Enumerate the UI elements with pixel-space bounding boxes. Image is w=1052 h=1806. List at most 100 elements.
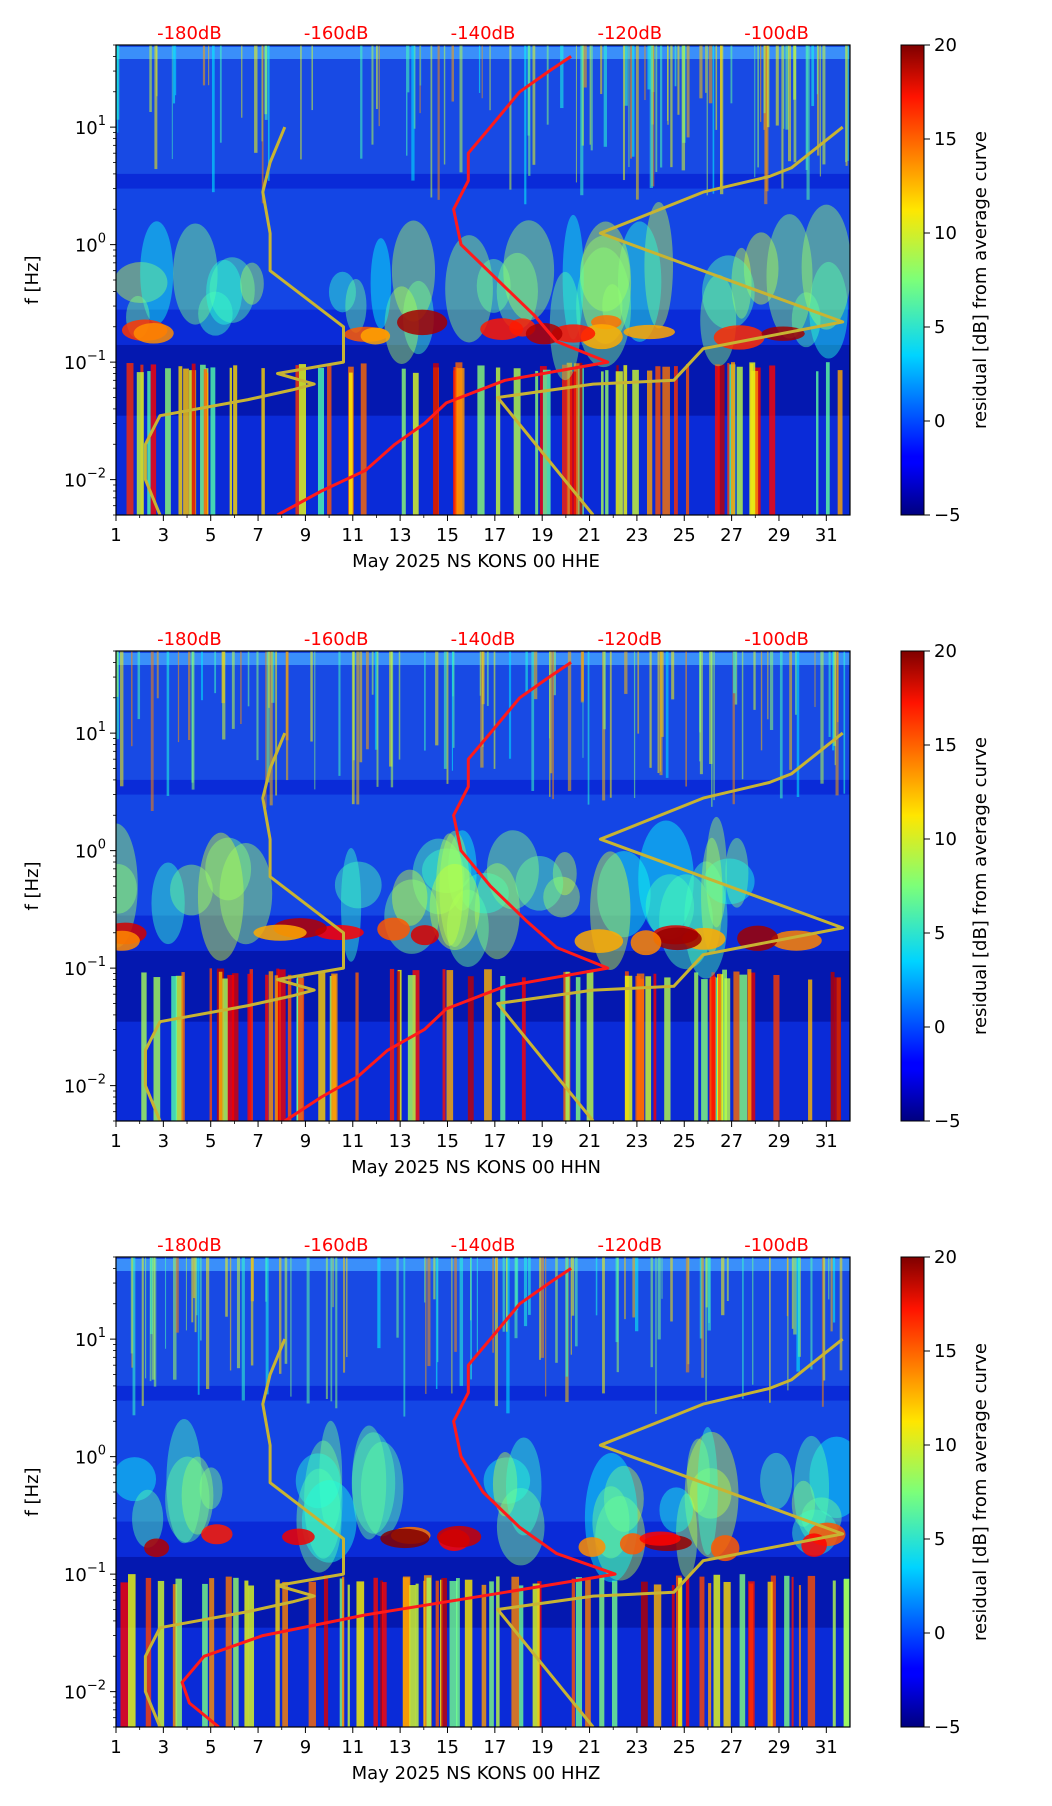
x-tick-label: 1 [110,1131,121,1152]
x-tick-label: 9 [300,1737,311,1758]
x-tick-label: 7 [252,525,263,546]
x-tick-label: 15 [436,525,459,546]
top-db-label: -100dB [744,1235,809,1256]
x-tick-label: 27 [720,525,743,546]
x-tick-label: 25 [673,525,696,546]
x-tick-label: 19 [531,1131,554,1152]
colorbar [900,1256,925,1728]
colorbar [900,44,925,516]
top-db-label: -180dB [157,1235,222,1256]
x-tick-label: 3 [158,1737,169,1758]
colorbar-tick-label: 15 [934,1341,957,1362]
x-tick-label: 29 [768,525,791,546]
nhnm-curve [496,731,845,1121]
x-tick-label: 3 [158,1131,169,1152]
y-axis-label: f [Hz] [22,861,43,910]
colorbar-tick-label: 20 [934,641,957,662]
x-tick-label: 17 [483,525,506,546]
colorbar-tick-label: 5 [934,1529,945,1550]
x-tick-label: 7 [252,1131,263,1152]
colorbar-tick-label: 15 [934,735,957,756]
colorbar-tick-label: −5 [934,505,961,526]
top-db-label: -160dB [304,23,369,44]
x-tick-label: 27 [720,1737,743,1758]
top-db-label: -180dB [157,629,222,650]
psd-curve [180,1267,617,1727]
y-tick-label: 100 [75,1444,106,1469]
colorbar-tick-label: 5 [934,923,945,944]
colorbar-tick-label: 20 [934,35,957,56]
y-tick-label: 101 [75,114,106,139]
x-tick-label: 23 [625,525,648,546]
y-tick-label: 100 [75,838,106,863]
top-db-label: -120dB [597,23,662,44]
nlnm-curve [143,732,345,1121]
x-axis-label: May 2025 NS KONS 00 HHE [352,551,600,572]
x-tick-label: 9 [300,525,311,546]
top-db-label: -140dB [451,629,516,650]
x-tick-label: 1 [110,525,121,546]
heatmap [116,651,850,1121]
x-axis-label: May 2025 NS KONS 00 HHZ [352,1763,601,1784]
colorbar-tick-label: 10 [934,829,957,850]
x-tick-label: 15 [436,1737,459,1758]
y-tick-label: 10−2 [64,1073,106,1098]
y-tick-label: 10−2 [64,1679,106,1704]
colorbar-tick-label: 10 [934,223,957,244]
x-tick-label: 11 [341,1737,364,1758]
x-tick-label: 31 [815,1737,838,1758]
top-db-label: -140dB [451,1235,516,1256]
colorbar-tick-label: 15 [934,129,957,150]
colorbar-tick-label: −5 [934,1111,961,1132]
top-db-label: -100dB [744,629,809,650]
y-axis-label: f [Hz] [22,255,43,304]
x-tick-label: 27 [720,1131,743,1152]
x-tick-label: 15 [436,1131,459,1152]
x-tick-label: 5 [205,1131,216,1152]
top-db-label: -120dB [597,1235,662,1256]
x-tick-label: 21 [578,1737,601,1758]
psd-curve [276,55,610,515]
x-tick-label: 29 [768,1131,791,1152]
x-tick-label: 31 [815,525,838,546]
x-tick-label: 19 [531,1737,554,1758]
nlnm-curve [143,1338,345,1727]
colorbar-tick-label: 0 [934,411,945,432]
x-tick-label: 31 [815,1131,838,1152]
top-db-label: -140dB [451,23,516,44]
nlnm-curve [143,126,345,515]
top-db-label: -120dB [597,629,662,650]
x-tick-label: 13 [389,525,412,546]
x-tick-label: 17 [483,1737,506,1758]
nhnm-curve [496,125,845,515]
x-tick-label: 5 [205,1737,216,1758]
x-tick-label: 11 [341,525,364,546]
x-tick-label: 21 [578,1131,601,1152]
y-tick-label: 10−2 [64,467,106,492]
colorbar-label: residual [dB] from average curve [970,131,991,429]
x-tick-label: 29 [768,1737,791,1758]
y-axis-label: f [Hz] [22,1467,43,1516]
x-tick-label: 5 [205,525,216,546]
top-db-label: -160dB [304,629,369,650]
x-tick-label: 7 [252,1737,263,1758]
x-tick-label: 19 [531,525,554,546]
psd-curve [283,661,610,1121]
x-axis-label: May 2025 NS KONS 00 HHN [351,1157,601,1178]
heatmap [116,45,850,515]
colorbar-label: residual [dB] from average curve [970,737,991,1035]
x-tick-label: 23 [625,1737,648,1758]
x-tick-label: 25 [673,1131,696,1152]
x-tick-label: 11 [341,1131,364,1152]
colorbar-tick-label: 10 [934,1435,957,1456]
y-tick-label: 100 [75,232,106,257]
y-tick-label: 101 [75,1326,106,1351]
y-tick-label: 10−1 [64,955,106,980]
top-db-label: -180dB [157,23,222,44]
y-tick-label: 101 [75,720,106,745]
nhnm-curve [496,1337,845,1727]
top-db-label: -160dB [304,1235,369,1256]
